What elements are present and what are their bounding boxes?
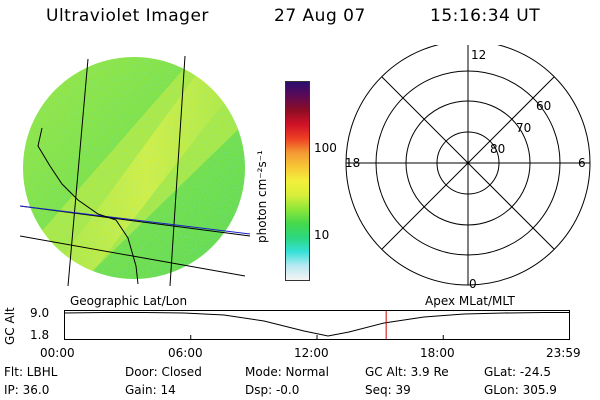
lat-label-60: 60 — [536, 99, 551, 113]
time-label: 15:16:34 UT — [430, 6, 541, 26]
image-caption: Geographic Lat/Lon — [70, 294, 188, 308]
lat-label-80: 80 — [490, 142, 505, 156]
colorbar-unit-label: photon cm⁻²s⁻¹ — [255, 150, 269, 243]
altitude-ytick-top: 9.0 — [30, 306, 50, 320]
colorbar — [285, 81, 310, 281]
time-tick-2359: 23:59 — [546, 346, 581, 360]
info-glat: GLat: -24.5 — [484, 365, 551, 379]
mlt-label-12: 12 — [471, 48, 486, 62]
auroral-image — [20, 56, 251, 287]
colorbar-tick-10: 10 — [314, 228, 330, 242]
time-tick-1200: 12:00 — [294, 346, 329, 360]
polar-diagonal-2 — [381, 76, 555, 250]
info-ip: IP: 36.0 — [4, 383, 50, 397]
instrument-title: Ultraviolet Imager — [46, 6, 209, 26]
info-gcalt: GC Alt: 3.9 Re — [365, 365, 449, 379]
image-disc — [23, 57, 245, 279]
info-flt: Flt: LBHL — [4, 365, 58, 379]
time-tick-0000: 00:00 — [40, 346, 75, 360]
info-glon: GLon: 305.9 — [484, 383, 557, 397]
polar-caption: Apex MLat/MLT — [425, 294, 515, 308]
info-mode: Mode: Normal — [245, 365, 329, 379]
info-gain: Gain: 14 — [125, 383, 176, 397]
time-tick-1800: 18:00 — [420, 346, 455, 360]
lat-label-70: 70 — [516, 121, 531, 135]
info-door: Door: Closed — [125, 365, 202, 379]
coastline — [37, 127, 139, 285]
altitude-plot — [64, 310, 570, 340]
altitude-trace — [64, 312, 569, 337]
colorbar-tick-100: 100 — [314, 141, 337, 155]
info-seq: Seq: 39 — [365, 383, 411, 397]
date-label: 27 Aug 07 — [274, 6, 366, 26]
mlt-label-18: 18 — [345, 156, 360, 170]
mlt-label-0: 0 — [469, 277, 477, 291]
mlt-label-6: 6 — [578, 156, 586, 170]
polar-plot: 12 18 6 0 60 70 80 — [345, 45, 591, 291]
info-dsp: Dsp: -0.0 — [245, 383, 300, 397]
time-tick-0600: 06:00 — [168, 346, 203, 360]
lat-line-blue — [20, 205, 251, 235]
altitude-ylabel: GC Alt — [3, 307, 17, 345]
altitude-ytick-bottom: 1.8 — [30, 328, 50, 342]
